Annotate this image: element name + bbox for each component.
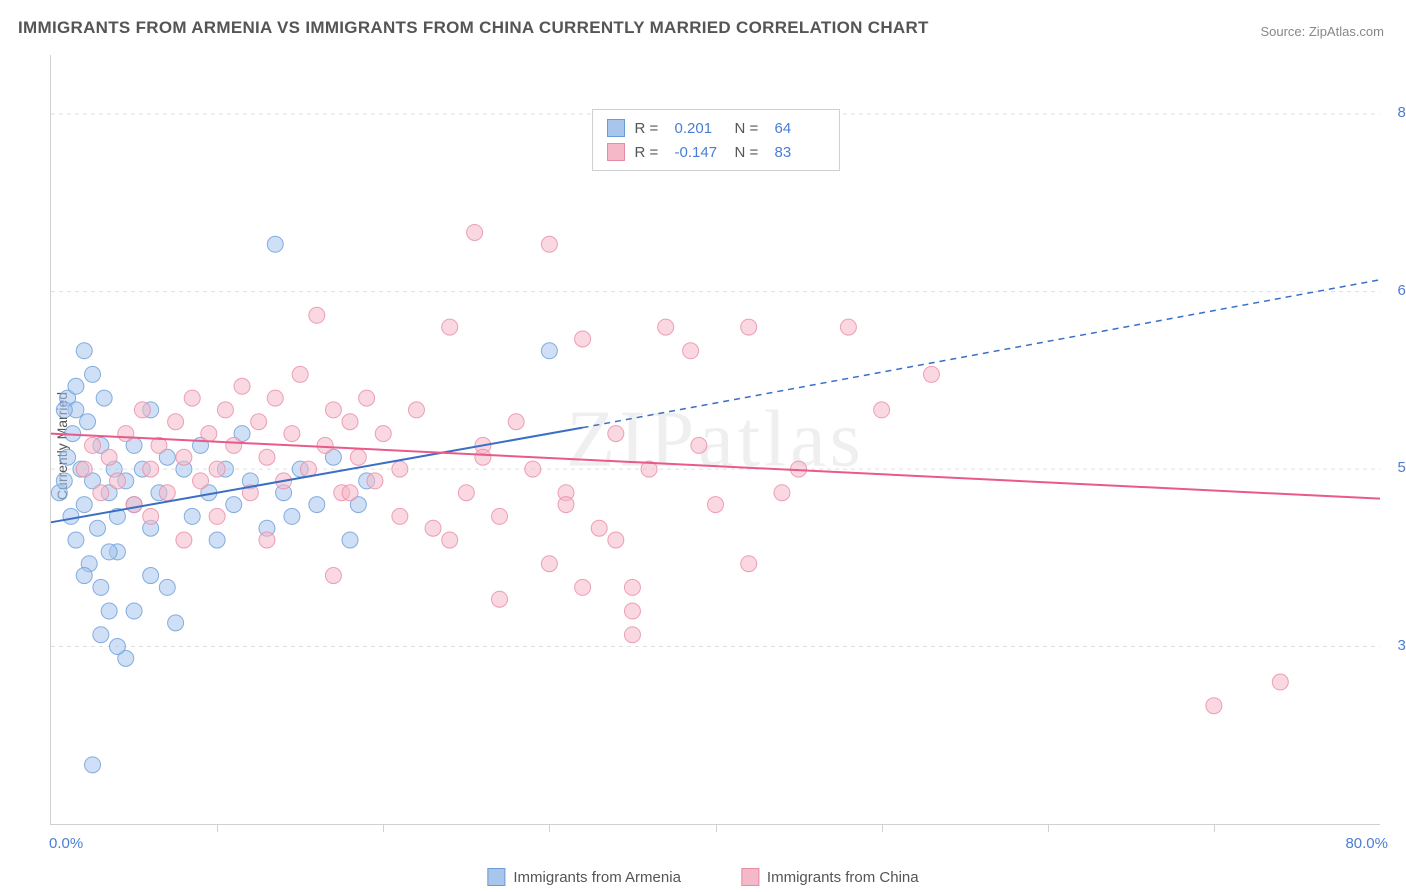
plot-area: ZIPatlas R = 0.201 N = 64 R = -0.147 N =… <box>50 55 1380 825</box>
source-link[interactable]: ZipAtlas.com <box>1309 24 1384 39</box>
stats-row-armenia: R = 0.201 N = 64 <box>607 116 825 140</box>
chart-title: IMMIGRANTS FROM ARMENIA VS IMMIGRANTS FR… <box>18 18 929 38</box>
x-tick <box>1214 824 1215 832</box>
y-tick-label: 65.0% <box>1397 282 1406 299</box>
legend-item-china: Immigrants from China <box>741 868 919 886</box>
bottom-legend: Immigrants from Armenia Immigrants from … <box>487 868 918 886</box>
legend-label-armenia: Immigrants from Armenia <box>513 869 681 886</box>
legend-item-armenia: Immigrants from Armenia <box>487 868 681 886</box>
n-value-china: 83 <box>775 144 825 161</box>
swatch-china <box>607 143 625 161</box>
stats-legend-box: R = 0.201 N = 64 R = -0.147 N = 83 <box>592 109 840 171</box>
stats-row-china: R = -0.147 N = 83 <box>607 140 825 164</box>
source-prefix: Source: <box>1260 24 1308 39</box>
y-tick-label: 35.0% <box>1397 637 1406 654</box>
n-label: N = <box>735 144 765 161</box>
x-tick <box>882 824 883 832</box>
source-attribution: Source: ZipAtlas.com <box>1260 24 1384 39</box>
x-tick <box>716 824 717 832</box>
n-label: N = <box>735 120 765 137</box>
x-axis-max-label: 80.0% <box>1345 835 1388 852</box>
n-value-armenia: 64 <box>775 120 825 137</box>
r-label: R = <box>635 144 665 161</box>
x-tick <box>1048 824 1049 832</box>
legend-swatch-armenia <box>487 868 505 886</box>
x-tick <box>549 824 550 832</box>
legend-label-china: Immigrants from China <box>767 869 919 886</box>
r-value-armenia: 0.201 <box>675 120 725 137</box>
r-label: R = <box>635 120 665 137</box>
x-tick <box>383 824 384 832</box>
r-value-china: -0.147 <box>675 144 725 161</box>
y-tick-label: 50.0% <box>1397 459 1406 476</box>
y-tick-label: 80.0% <box>1397 104 1406 121</box>
legend-swatch-china <box>741 868 759 886</box>
swatch-armenia <box>607 119 625 137</box>
x-axis-min-label: 0.0% <box>49 835 83 852</box>
x-tick <box>217 824 218 832</box>
